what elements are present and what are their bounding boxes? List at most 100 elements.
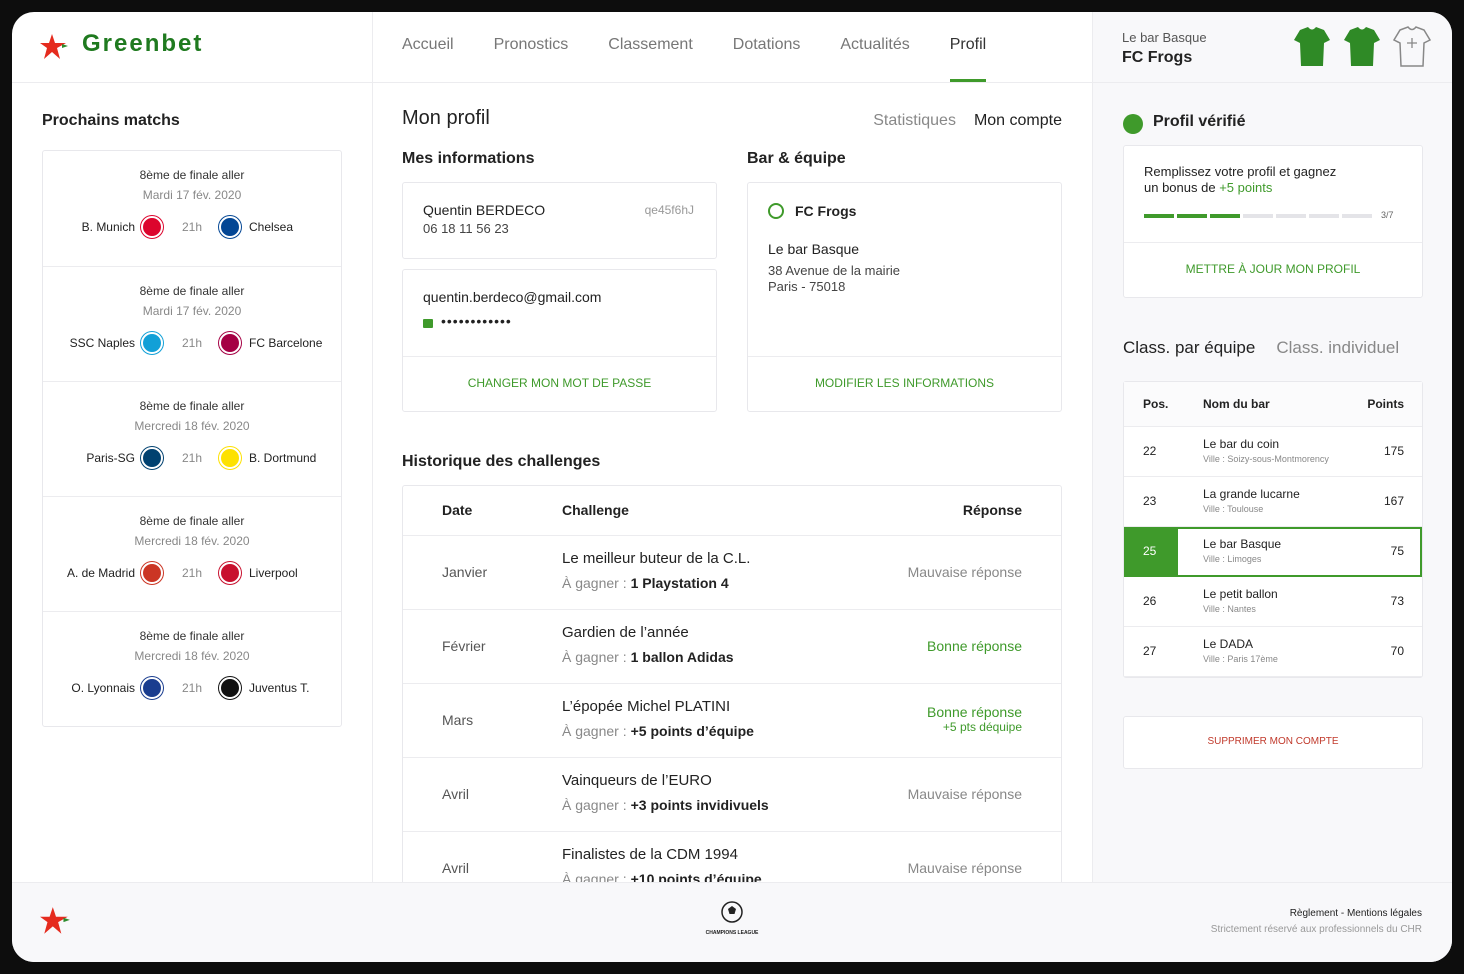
date: Janvier (442, 564, 488, 580)
phone: 06 18 11 56 23 (423, 221, 509, 236)
bar-city: Ville : Nantes (1203, 604, 1256, 614)
pos: 25 (1143, 544, 1157, 558)
update-profile[interactable]: METTRE À JOUR MON PROFIL (1185, 262, 1361, 276)
ranking-header: Pos. Nom du bar Points (1124, 382, 1422, 427)
prize: À gagner :1 ballon Adidas (562, 649, 734, 665)
section-title: Mes informations (402, 150, 535, 167)
progress (1144, 214, 1372, 218)
match-round: 8ème de finale aller (139, 629, 245, 643)
app: Greenbet Accueil Pronostics Classement Dotat… (12, 12, 1452, 962)
nav-item[interactable]: Profil (949, 12, 987, 82)
header-border (12, 82, 1452, 83)
user-id: qe45f6hJ (644, 203, 694, 217)
nav-item[interactable]: Classement (608, 36, 693, 53)
verified-card: Remplissez votre profil et gagnez un bon… (1123, 145, 1423, 298)
match-date: Mardi 17 fév. 2020 (142, 304, 242, 318)
pos: 22 (1143, 444, 1157, 458)
team-icon (768, 203, 784, 219)
prize-label: À gagner : (562, 797, 627, 813)
points: 167 (1383, 494, 1404, 508)
away-team: FC Barcelone (249, 336, 323, 350)
delete-account[interactable]: SUPPRIMER MON COMPTE (1207, 736, 1339, 747)
change-password[interactable]: CHANGER MON MOT DE PASSE (467, 376, 652, 390)
user-team: FC Frogs (1122, 49, 1193, 66)
ranking-row: 23 La grande lucarne Ville : Toulouse 167 (1124, 477, 1422, 527)
bonus: +5 pts déquipe (942, 720, 1022, 734)
history-table: Date Challenge Réponse Janvier Le meilleur b… (402, 485, 1062, 882)
points: 73 (1390, 594, 1404, 608)
home-team: B. Munich (81, 220, 135, 234)
away-crest (219, 447, 241, 469)
team: FC Frogs (795, 203, 857, 219)
bar-city: Ville : Paris 17ème (1203, 654, 1278, 664)
answer: Mauvaise réponse (907, 786, 1022, 802)
delete-card: SUPPRIMER MON COMPTE (1123, 716, 1423, 769)
match: 8ème de finale aller Mardi 17 fév. 2020 SS… (43, 266, 341, 381)
ranking-tabs: Class. par équipe Class. individuel (1123, 338, 1423, 358)
divider (748, 356, 1061, 357)
profile-title: Mon profil (402, 107, 490, 129)
answer: Bonne réponse (927, 704, 1022, 720)
pos: 27 (1143, 644, 1157, 658)
date: Avril (442, 786, 469, 802)
ranking-table: Pos. Nom du bar Points 22 Le bar du coin Vill… (1123, 381, 1423, 678)
ranking-row: 25 Le bar Basque Ville : Limoges 75 (1124, 527, 1422, 577)
match-row: B. Munich 21h Chelsea (43, 216, 341, 238)
challenge: Gardien de l’année (562, 624, 689, 641)
ranking-row: 27 Le DADA Ville : Paris 17ème 70 (1124, 627, 1422, 677)
user-bar: Le bar Basque (1122, 30, 1207, 45)
separator (1092, 12, 1093, 882)
bar-name: Le bar du coin (1203, 437, 1280, 451)
date: Mars (442, 712, 474, 728)
tab[interactable]: Class. individuel (1276, 338, 1400, 357)
tab[interactable]: Class. par équipe (1123, 338, 1256, 357)
profile-tabs: Statistiques Mon compte (862, 112, 1062, 130)
away-team: B. Dortmund (249, 451, 317, 465)
info-card: Quentin BERDECO 06 18 11 56 23 qe45f6hJ (402, 182, 717, 259)
home-team: SSC Naples (69, 336, 135, 350)
login-card: quentin.berdeco@gmail.com •••••••••••• CHA… (402, 269, 717, 412)
match-round: 8ème de finale aller (139, 284, 245, 298)
name: Quentin BERDECO (423, 202, 546, 218)
nav-item[interactable]: Actualités (840, 36, 910, 53)
tab[interactable]: Mon compte (973, 112, 1062, 129)
ranking-row: 26 Le petit ballon Ville : Nantes 73 (1124, 577, 1422, 627)
challenge: L’épopée Michel PLATINI (562, 698, 731, 715)
text: Remplissez votre profil et gagnez un bon… (1144, 164, 1337, 195)
progress-segment (1144, 214, 1174, 218)
pos: 26 (1143, 594, 1157, 608)
bar-name: Le petit ballon (1203, 587, 1278, 601)
pos-highlight (1124, 527, 1178, 577)
match: 8ème de finale aller Mercredi 18 fév. 202… (43, 381, 341, 496)
separator (372, 12, 373, 882)
section-title: Bar & équipe (747, 150, 846, 167)
nav-item[interactable]: Pronostics (493, 36, 569, 53)
prize-value: +3 points invidivuels (630, 797, 769, 813)
matches-card: 8ème de finale aller Mardi 17 fév. 2020 B.… (42, 150, 342, 727)
date: Avril (442, 860, 469, 876)
competition: CHAMPIONS LEAGUE (705, 930, 759, 936)
match-date: Mercredi 18 fév. 2020 (134, 419, 250, 433)
history-row: Avril Finalistes de la CDM 1994 À gagner :… (403, 832, 1061, 882)
nav-item[interactable]: Dotations (732, 36, 801, 53)
city: Paris - 75018 (768, 279, 846, 294)
bar-city: Ville : Soizy-sous-Montmorency (1203, 454, 1329, 464)
points: 75 (1390, 544, 1404, 558)
prize: À gagner : +3 points invidivuels (562, 797, 769, 813)
prize-label: À gagner : (562, 575, 627, 591)
match-row: A. de Madrid 21h Liverpool (43, 562, 341, 584)
footer-star (40, 907, 70, 934)
home-crest (141, 562, 163, 584)
col: Points (1367, 397, 1404, 411)
bar-name: La grande lucarne (1203, 487, 1300, 501)
divider (1124, 242, 1422, 243)
away-team: Liverpool (249, 566, 298, 580)
nav-item[interactable]: Accueil (402, 36, 454, 53)
check-icon (1123, 114, 1143, 134)
address: 38 Avenue de la mairie (768, 263, 901, 278)
footer-links[interactable]: Règlement - Mentions légales (1289, 908, 1422, 919)
edit-info[interactable]: MODIFIER LES INFORMATIONS (814, 376, 995, 390)
tab[interactable]: Statistiques (873, 112, 956, 129)
answer: Mauvaise réponse (907, 860, 1022, 876)
match-time: 21h (181, 681, 203, 695)
